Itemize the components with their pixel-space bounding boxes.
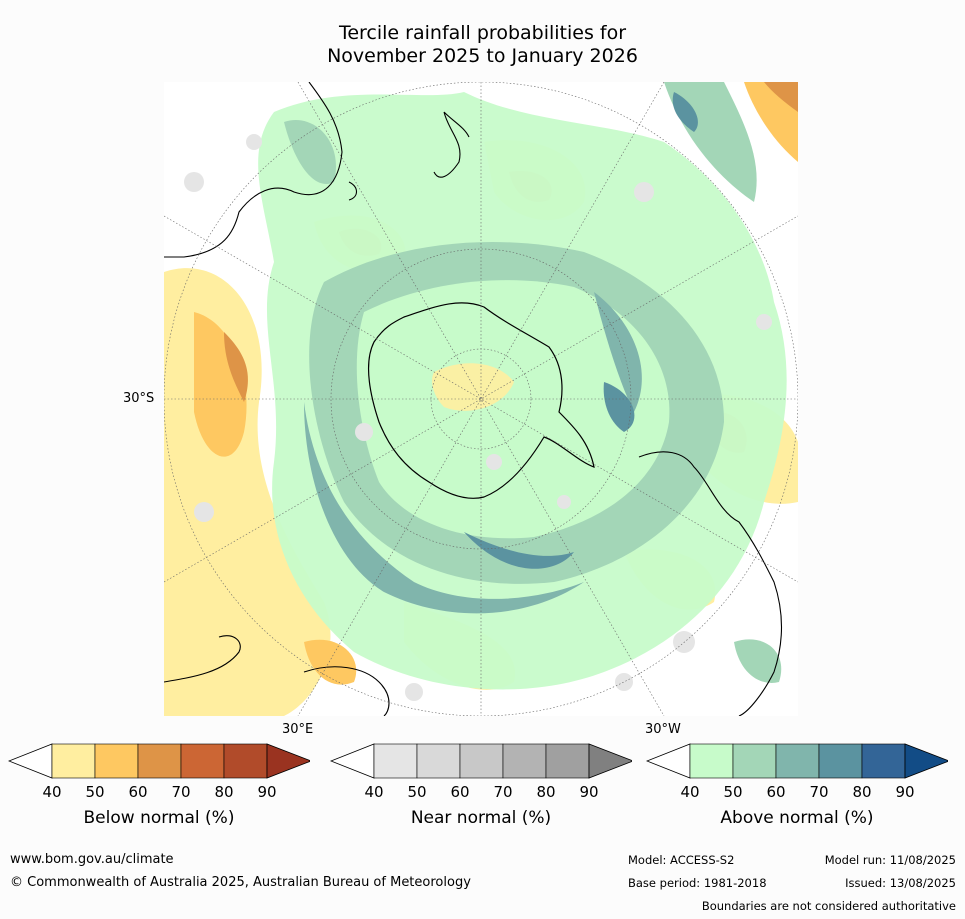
colorbar-tick-label: 60 (450, 783, 470, 801)
colorbar-tick-label: 80 (852, 783, 872, 801)
colorbar-bin-60 (459, 743, 504, 779)
colorbar-bin-50 (732, 743, 777, 779)
colorbar-max-extension (588, 743, 632, 779)
colorbar-tick-label: 90 (257, 783, 277, 801)
colorbar-tick-label: 90 (579, 783, 599, 801)
colorbar-bin-60 (775, 743, 820, 779)
colorbar-max-extension (266, 743, 310, 779)
colorbar-tick-label: 40 (364, 783, 384, 801)
colorbar-bin-40 (689, 743, 734, 779)
colorbar-bin-80 (861, 743, 906, 779)
base-period: Base period: 1981-2018 (628, 876, 767, 890)
colorbar-bin-80 (545, 743, 590, 779)
near-normal-caption: Near normal (%) (410, 808, 552, 828)
polar-rainfall-map (164, 82, 798, 716)
longitude-label-30w: 30°W (645, 722, 681, 737)
model-run-date: Model run: 11/08/2025 (824, 853, 956, 867)
near-normal-colorbar (330, 743, 632, 779)
colorbar-bin-80 (223, 743, 268, 779)
colorbar-tick-label: 50 (723, 783, 743, 801)
copyright-notice: © Commonwealth of Australia 2025, Austra… (10, 875, 471, 890)
colorbar-tick-label: 50 (407, 783, 427, 801)
colorbar-tick-label: 40 (42, 783, 62, 801)
colorbar-tick-label: 80 (214, 783, 234, 801)
colorbar-min-extension (330, 743, 375, 779)
colorbar-bin-40 (373, 743, 418, 779)
graticule (164, 82, 798, 716)
colorbar-bin-50 (416, 743, 461, 779)
colorbar-tick-label: 50 (85, 783, 105, 801)
coastlines (164, 82, 783, 716)
chart-title-line-2: November 2025 to January 2026 (327, 45, 638, 67)
website-url: www.bom.gov.au/climate (10, 852, 174, 867)
colorbar-tick-label: 70 (493, 783, 513, 801)
colorbar-tick-label: 70 (171, 783, 191, 801)
colorbar-max-extension (904, 743, 948, 779)
colorbar-tick-label: 80 (536, 783, 556, 801)
above-normal-caption: Above normal (%) (720, 808, 874, 828)
below-normal-colorbar (8, 743, 310, 779)
colorbar-tick-label: 40 (680, 783, 700, 801)
colorbar-min-extension (8, 743, 53, 779)
issued-date: Issued: 13/08/2025 (845, 876, 956, 890)
chart-title-line-1: Tercile rainfall probabilities for (338, 22, 627, 44)
antarctica-outline (367, 302, 595, 499)
latitude-label-30s: 30°S (123, 391, 155, 406)
colorbar-bin-70 (818, 743, 863, 779)
colorbar-tick-label: 60 (766, 783, 786, 801)
colorbar-bin-50 (94, 743, 139, 779)
above-normal-regions (258, 82, 787, 690)
colorbar-bin-70 (502, 743, 547, 779)
model-name: Model: ACCESS-S2 (628, 853, 735, 867)
above-normal-colorbar (646, 743, 948, 779)
colorbar-min-extension (646, 743, 691, 779)
colorbar-tick-label: 90 (895, 783, 915, 801)
colorbar-tick-label: 60 (128, 783, 148, 801)
longitude-label-30e: 30°E (282, 722, 314, 737)
near-normal-regions (184, 134, 772, 701)
colorbar-bin-60 (137, 743, 182, 779)
colorbar-bin-70 (180, 743, 225, 779)
colorbar-tick-label: 70 (809, 783, 829, 801)
disclaimer: Boundaries are not considered authoritat… (701, 899, 956, 913)
below-normal-caption: Below normal (%) (83, 808, 235, 828)
colorbar-bin-40 (51, 743, 96, 779)
